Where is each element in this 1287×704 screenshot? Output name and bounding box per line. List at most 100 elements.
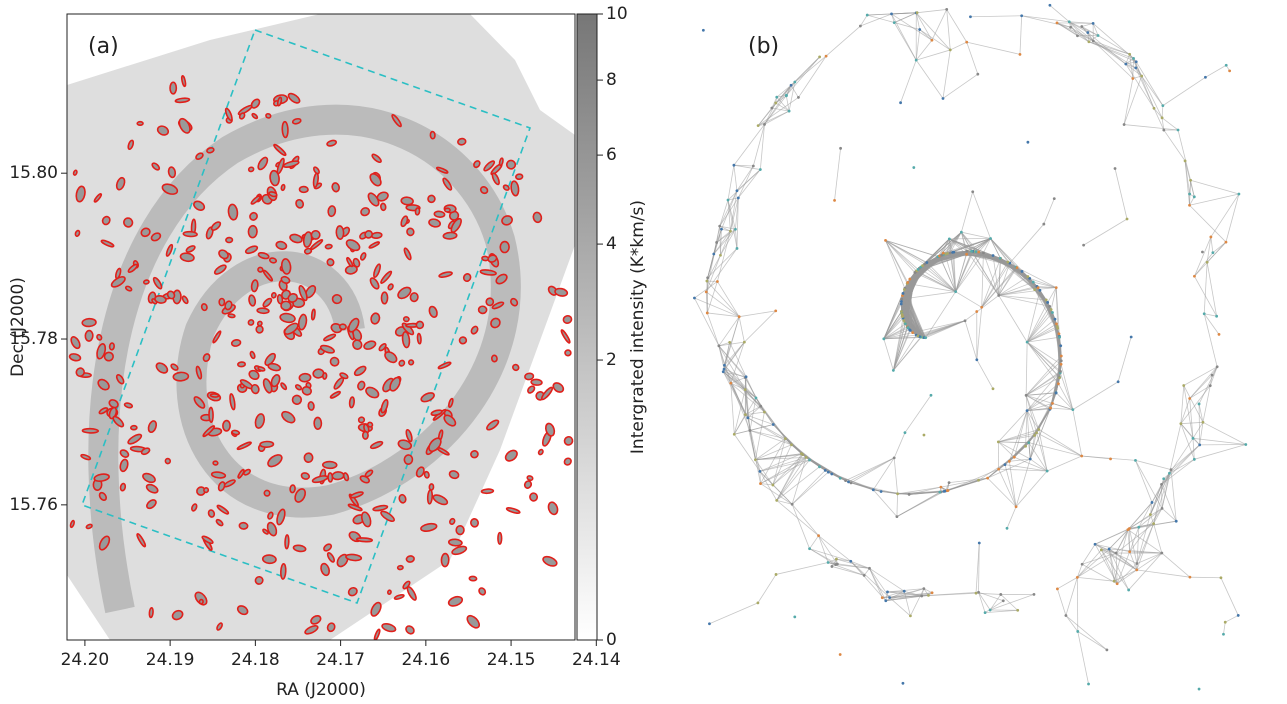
node [951, 251, 954, 254]
edge [1162, 106, 1163, 118]
node [1126, 218, 1129, 221]
clump [260, 441, 274, 447]
clump [523, 480, 532, 489]
node [723, 368, 726, 371]
clump [516, 174, 523, 180]
node [903, 288, 906, 291]
edge [1171, 470, 1176, 522]
edge [1016, 459, 1030, 507]
node [1135, 60, 1138, 63]
clump [149, 608, 153, 618]
node [1016, 609, 1019, 612]
node [775, 573, 778, 576]
node [921, 264, 924, 267]
node [989, 237, 992, 240]
node [1117, 380, 1120, 383]
node [977, 479, 980, 482]
node [866, 14, 869, 17]
node [1198, 403, 1201, 406]
node [1175, 520, 1178, 523]
node [719, 254, 722, 257]
clump [417, 333, 421, 343]
clump [281, 184, 285, 190]
edge [1135, 460, 1152, 502]
node [1048, 305, 1051, 308]
x-tick-label: 24.16 [402, 650, 451, 670]
clump [328, 206, 336, 217]
node [1225, 241, 1228, 244]
node [1123, 123, 1126, 126]
node [772, 423, 775, 426]
clump [529, 493, 537, 502]
node [1135, 569, 1138, 572]
node [949, 251, 952, 254]
clump [248, 225, 257, 237]
node [1182, 384, 1185, 387]
node [1059, 370, 1062, 373]
clump [524, 373, 533, 380]
edge [706, 292, 739, 317]
edge [894, 433, 905, 458]
node [738, 315, 741, 318]
edge [1135, 460, 1171, 469]
node [1037, 428, 1040, 431]
edge [717, 281, 739, 316]
node [1081, 563, 1084, 566]
node [785, 94, 788, 97]
node [914, 271, 917, 274]
edge [1061, 364, 1073, 409]
edge [1051, 288, 1056, 310]
clump [478, 587, 487, 596]
edge [1211, 237, 1213, 253]
edge [999, 295, 1027, 342]
node [728, 341, 731, 344]
node [800, 452, 803, 455]
y-tick-label: 15.80 [9, 163, 58, 183]
node [1160, 552, 1163, 555]
node [1127, 589, 1130, 592]
node [1206, 261, 1209, 264]
edge [1190, 205, 1226, 242]
node [847, 480, 850, 483]
node [918, 28, 921, 31]
edge [886, 240, 905, 288]
edge [916, 60, 943, 98]
edge [916, 9, 946, 12]
edge [967, 42, 978, 74]
clump [427, 195, 435, 203]
clump [406, 555, 415, 562]
clump [349, 397, 355, 408]
node [900, 300, 903, 303]
node [1068, 20, 1071, 23]
node [1056, 21, 1059, 24]
clump [381, 622, 396, 633]
edge [1095, 544, 1137, 570]
clump [374, 629, 381, 641]
node [759, 470, 762, 473]
node [1033, 288, 1036, 291]
node [917, 268, 920, 271]
edge [707, 313, 719, 346]
edge [916, 50, 950, 60]
clump [397, 565, 403, 569]
node [886, 591, 889, 594]
node [790, 84, 793, 87]
clump [323, 373, 327, 379]
clump [143, 280, 149, 285]
clump [183, 231, 197, 237]
node [833, 199, 836, 202]
node [946, 489, 949, 492]
edge [1082, 544, 1095, 564]
node [818, 465, 821, 468]
node [1055, 286, 1058, 289]
node [863, 574, 866, 577]
node [999, 257, 1002, 260]
x-tick-label: 24.15 [487, 650, 536, 670]
node [989, 609, 992, 612]
edge [956, 254, 967, 291]
node [927, 594, 930, 597]
clump [504, 448, 520, 463]
node [1056, 587, 1059, 590]
edge [1016, 471, 1047, 507]
clump [441, 553, 449, 566]
